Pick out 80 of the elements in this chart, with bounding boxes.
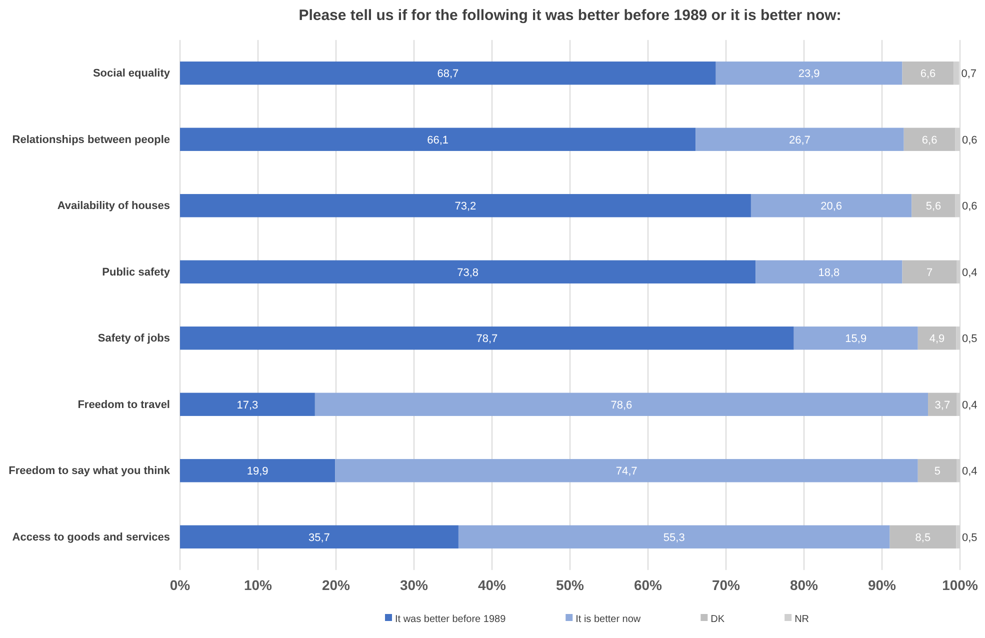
bar xyxy=(918,326,956,350)
data-label: 19,9 xyxy=(246,466,268,478)
x-tick-label: 0% xyxy=(170,576,191,593)
chart-title: Please tell us if for the following it was better before 1989 or it is better now: xyxy=(298,7,842,24)
data-label: 0,4 xyxy=(962,399,978,412)
bar xyxy=(902,62,954,85)
bar xyxy=(180,525,458,548)
bar xyxy=(902,260,957,284)
data-label: 73,8 xyxy=(457,266,479,279)
y-tick-label: Relationships between people xyxy=(12,134,170,146)
x-tick-label: 50% xyxy=(556,576,585,593)
bar xyxy=(180,392,315,416)
data-label: 73,2 xyxy=(454,200,476,213)
bar xyxy=(180,459,336,482)
data-label: 0,4 xyxy=(962,266,978,279)
bar xyxy=(890,525,956,548)
y-tick-label: Freedom to travel xyxy=(78,398,170,411)
data-label: 0,5 xyxy=(962,532,978,544)
bar xyxy=(696,128,904,151)
x-tick-label: 60% xyxy=(634,576,663,593)
y-tick-label: Public safety xyxy=(102,266,171,278)
bar xyxy=(458,525,890,548)
data-label: 7 xyxy=(926,266,933,279)
x-tick-label: 40% xyxy=(478,576,507,593)
x-tick-label: 30% xyxy=(400,576,429,593)
data-label: 74,7 xyxy=(616,466,638,478)
data-label: 35,7 xyxy=(308,532,330,544)
bar xyxy=(335,459,918,482)
bar xyxy=(928,392,957,416)
data-label: 20,6 xyxy=(820,200,842,213)
x-tick-label: 10% xyxy=(244,576,273,593)
data-label: 18,8 xyxy=(818,266,840,279)
bar xyxy=(918,459,957,482)
data-label: 0,6 xyxy=(962,134,978,146)
data-label: 55,3 xyxy=(663,532,685,544)
data-label: 23,9 xyxy=(798,68,820,80)
legend-label: NR xyxy=(794,614,810,625)
y-tick-label: Social equality xyxy=(92,68,171,80)
data-label: 26,7 xyxy=(789,134,810,146)
data-label: 0,7 xyxy=(961,68,977,80)
x-tick-label: 90% xyxy=(868,576,897,593)
data-label: 17,3 xyxy=(236,399,258,412)
data-label: 3,7 xyxy=(934,399,950,412)
bar xyxy=(912,194,956,218)
data-label: 78,6 xyxy=(610,399,632,412)
legend-label: It is better now xyxy=(576,614,642,625)
bar xyxy=(314,392,928,416)
data-label: 0,5 xyxy=(962,333,978,346)
data-label: 78,7 xyxy=(476,333,498,346)
data-label: 6,6 xyxy=(920,68,936,80)
data-label: 68,7 xyxy=(437,68,459,80)
bar xyxy=(180,260,756,284)
data-label: 6,6 xyxy=(922,134,938,146)
x-tick-label: 20% xyxy=(322,576,351,593)
data-label: 4,9 xyxy=(929,333,945,346)
data-label: 66,1 xyxy=(427,134,448,146)
data-label: 0,6 xyxy=(962,200,978,213)
x-tick-label: 80% xyxy=(790,576,819,593)
data-label: 15,9 xyxy=(845,333,867,346)
y-tick-label: Availability of houses xyxy=(57,200,170,212)
bar xyxy=(756,260,902,284)
legend-label: It was better before 1989 xyxy=(395,614,506,625)
bar xyxy=(180,128,696,151)
y-tick-label: Safety of jobs xyxy=(98,332,170,345)
bar xyxy=(794,326,918,350)
data-label: 0,4 xyxy=(962,466,978,478)
bar xyxy=(180,326,794,350)
x-tick-label: 70% xyxy=(712,576,741,593)
bar xyxy=(716,62,902,85)
bar xyxy=(180,194,751,218)
y-tick-label: Access to goods and services xyxy=(12,531,170,544)
bar xyxy=(904,128,956,151)
y-tick-label: Freedom to say what you think xyxy=(8,465,171,478)
bar xyxy=(750,194,912,218)
data-label: 8,5 xyxy=(915,532,931,544)
bar xyxy=(180,62,716,85)
x-tick-label: 100% xyxy=(942,576,978,593)
data-label: 5 xyxy=(934,466,940,478)
legend-label: DK xyxy=(710,614,725,625)
data-label: 5,6 xyxy=(926,200,942,213)
